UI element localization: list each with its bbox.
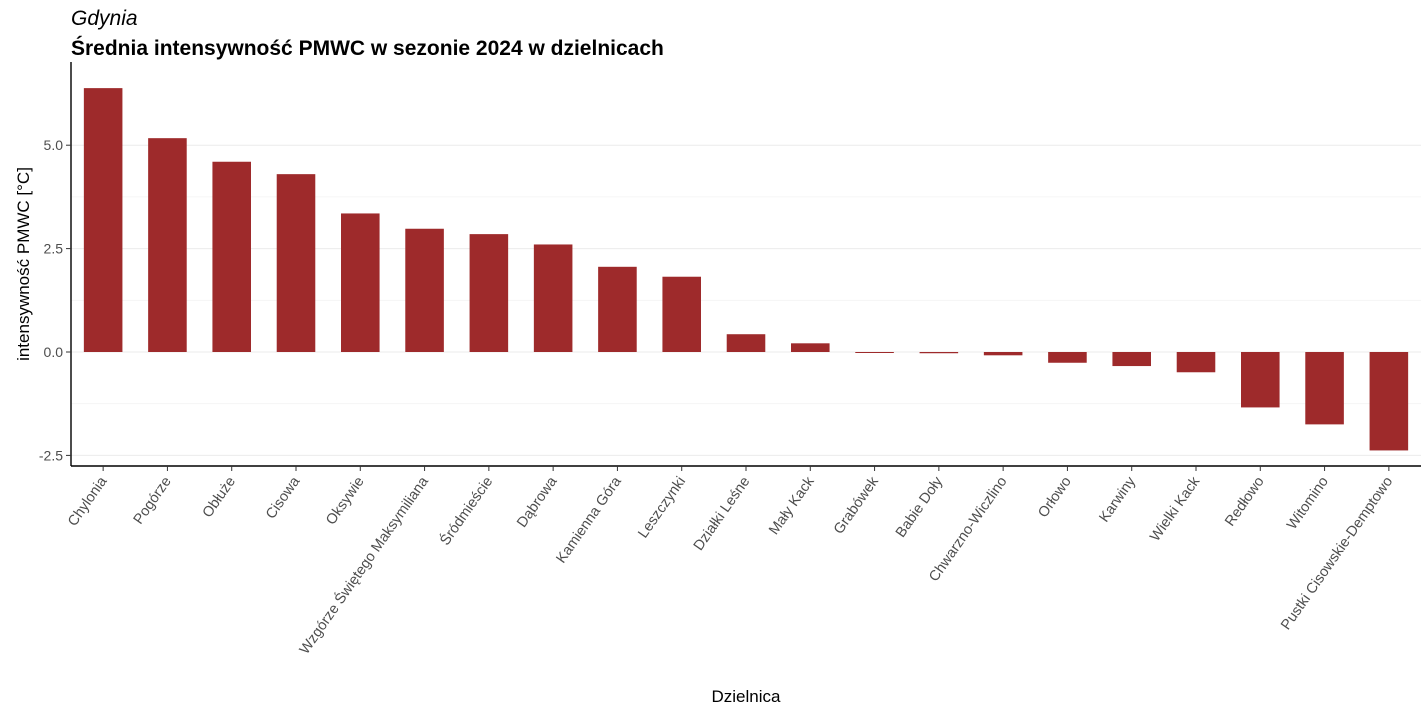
bar-6 xyxy=(469,234,509,352)
x-tick-label: Orłowo xyxy=(1035,474,1074,521)
bar-4 xyxy=(341,213,380,352)
x-tick-label: Mały Kack xyxy=(766,473,818,538)
bar-8 xyxy=(598,266,637,352)
x-tick-label: Dąbrowa xyxy=(514,473,561,530)
bar-10 xyxy=(726,334,766,352)
y-axis-title: intensywność PMWC [°C] xyxy=(14,167,33,361)
x-tick-label: Oksywie xyxy=(323,474,368,528)
bar-16 xyxy=(1112,352,1151,367)
x-tick-label: Redłowo xyxy=(1222,474,1267,529)
bar-3 xyxy=(276,174,316,352)
x-tick-label: Śródmieście xyxy=(436,473,497,549)
y-tick-label: 2.5 xyxy=(44,241,64,257)
x-tick-label: Witomino xyxy=(1284,474,1332,533)
x-tick-label: Grabówek xyxy=(831,473,882,537)
x-tick-label: Karwiny xyxy=(1096,473,1139,525)
x-tick-label: Wielki Kack xyxy=(1147,473,1204,544)
x-tick-label: Wzgórze Świętego Maksymiliana xyxy=(295,472,432,657)
x-tick-label: Cisowa xyxy=(263,473,304,522)
x-tick-label: Chylonia xyxy=(65,473,111,529)
chart-subtitle: Gdynia xyxy=(71,7,138,30)
x-tick-label: Pustki Cisowskie-Demptowo xyxy=(1278,474,1396,633)
bar-13 xyxy=(919,352,959,354)
bar-17 xyxy=(1176,352,1216,373)
bar-11 xyxy=(791,343,830,352)
x-tick-label: Babie Doły xyxy=(893,473,947,540)
axes xyxy=(66,62,1421,471)
x-tick-label: Obłuże xyxy=(200,474,239,521)
x-tick-label: Pogórze xyxy=(131,474,175,527)
bar-19 xyxy=(1305,352,1344,425)
x-axis-title: Dzielnica xyxy=(712,687,782,705)
bar-12 xyxy=(855,352,894,353)
x-tick-label: Działki Leśne xyxy=(691,474,754,554)
x-tick-label: Leszczynki xyxy=(635,474,689,541)
bar-14 xyxy=(983,352,1023,356)
gridlines xyxy=(71,144,1421,456)
bar-1 xyxy=(148,138,187,352)
chart-title: Średnia intensywność PMWC w sezonie 2024… xyxy=(71,37,664,60)
bar-20 xyxy=(1369,352,1409,451)
y-tick-label: 0.0 xyxy=(44,344,64,360)
bar-0 xyxy=(83,88,123,352)
bars xyxy=(83,88,1409,451)
y-tick-label: 5.0 xyxy=(44,137,64,153)
bar-2 xyxy=(212,161,251,352)
x-tick-label: Kamienna Góra xyxy=(553,473,625,566)
bar-15 xyxy=(1048,352,1087,363)
bar-5 xyxy=(405,228,444,352)
bar-18 xyxy=(1241,352,1280,408)
bar-9 xyxy=(662,276,701,352)
bar-7 xyxy=(533,244,573,352)
y-tick-label: -2.5 xyxy=(39,447,63,463)
